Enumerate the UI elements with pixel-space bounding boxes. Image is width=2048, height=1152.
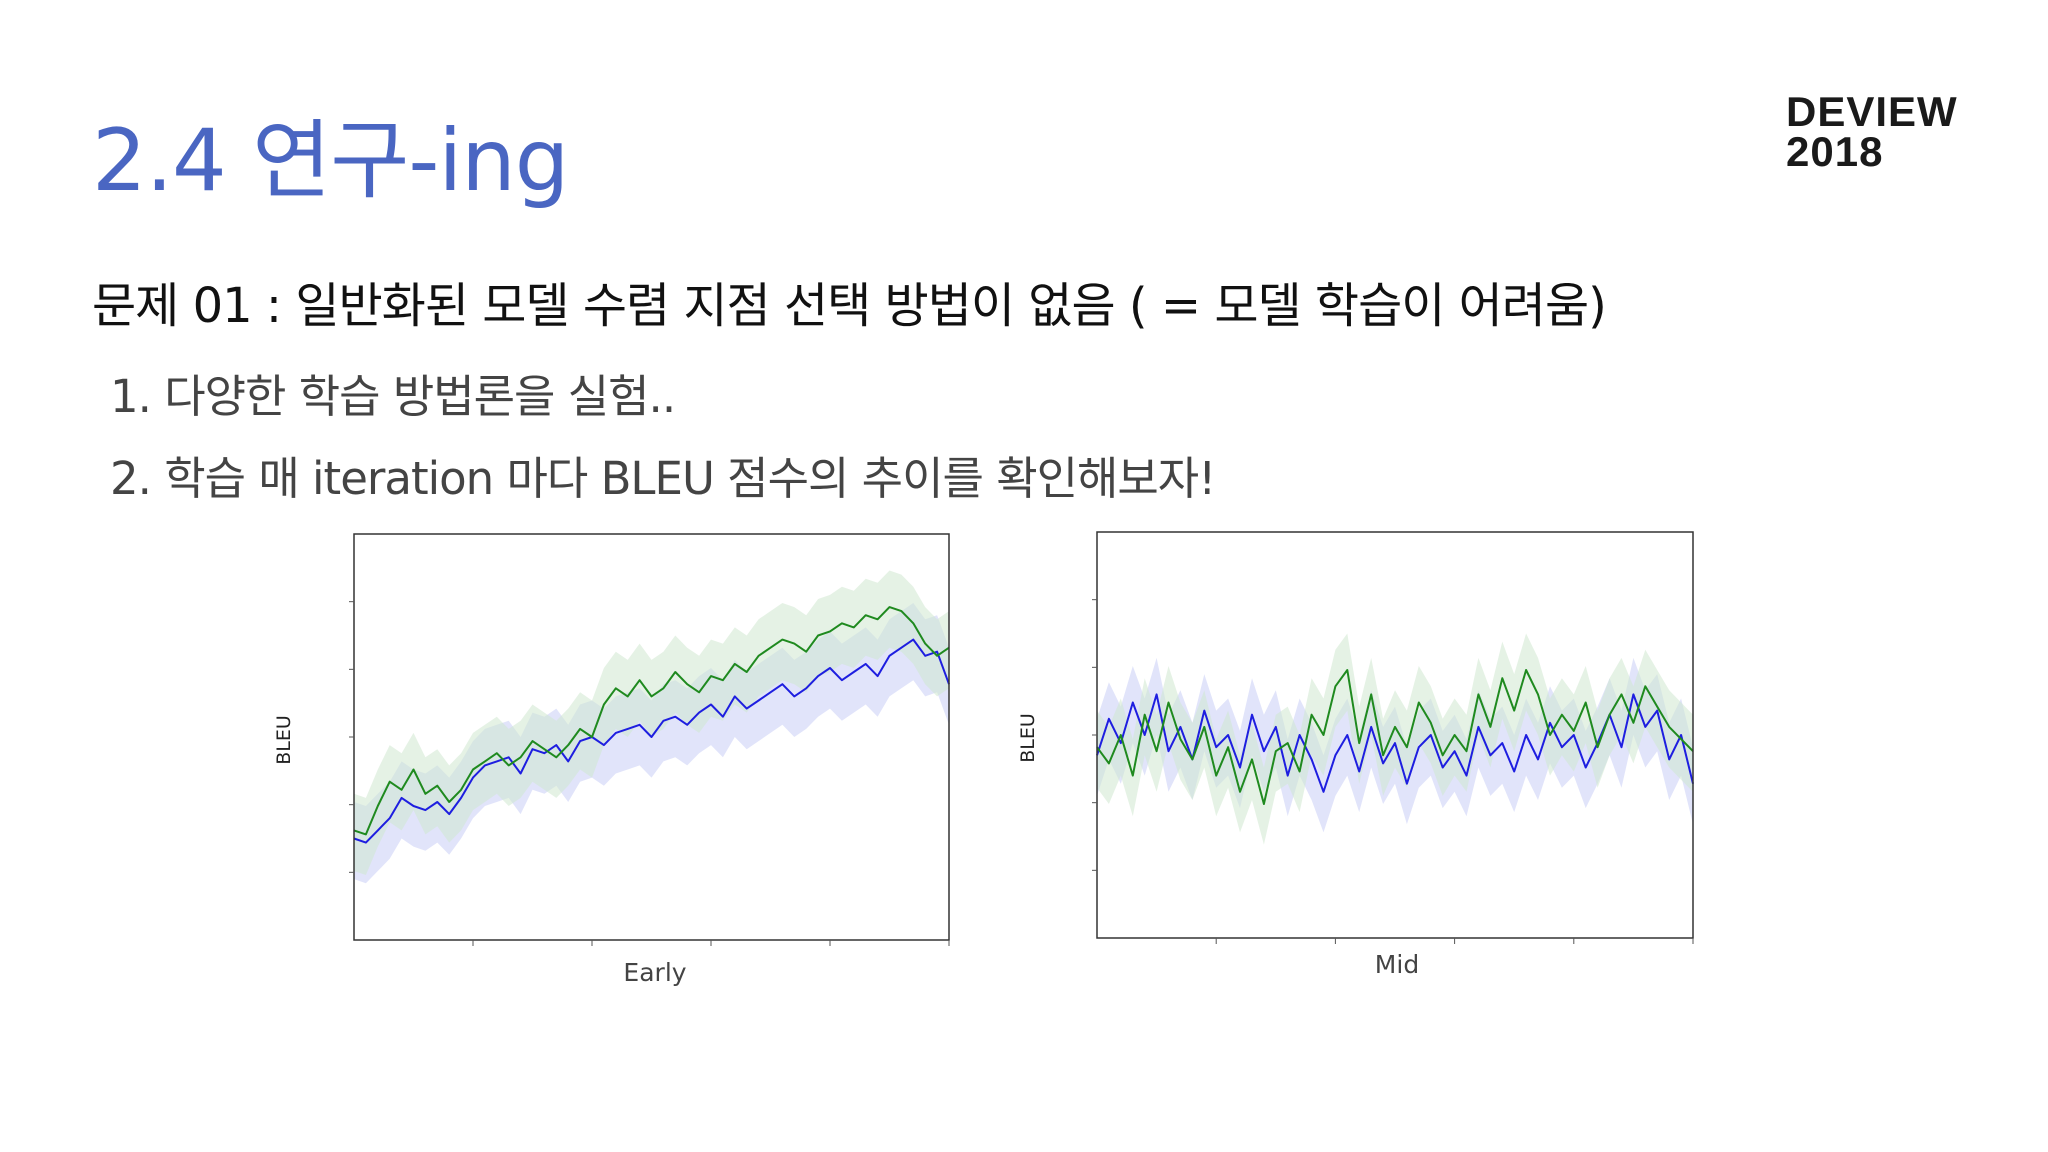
chart-early-series [353, 606, 950, 844]
chart-mid-line-blue [1096, 693, 1694, 793]
chart-early-xlabel: Early [623, 958, 686, 987]
chart-mid-series [1096, 669, 1694, 805]
chart-early-bands [354, 570, 949, 884]
logo-year: 2018 [1786, 128, 1884, 175]
chart-mid: Mid BLEU [1017, 531, 1694, 979]
chart-early-band-green [354, 570, 949, 875]
chart-mid-ticks [1092, 599, 1694, 944]
chart-early-ylabel: BLEU [273, 715, 295, 765]
problem-statement: 문제 01 : 일반화된 모델 수렴 지점 선택 방법이 없음 ( = 모델 학… [92, 278, 1607, 334]
step-2: 2. 학습 매 iteration 마다 BLEU 점수의 추이를 확인해보자! [110, 452, 1216, 505]
chart-mid-ylabel: BLEU [1017, 713, 1039, 763]
deview-logo: DEVIEW 2018 [1786, 88, 1958, 175]
step-1: 1. 다양한 학습 방법론을 실험.. [110, 370, 676, 423]
chart-early-line-green [353, 606, 950, 836]
logo-word: DEVIEW [1786, 88, 1958, 135]
chart-mid-line-green [1096, 669, 1694, 805]
chart-early-ticks [349, 601, 950, 946]
chart-mid-xlabel: Mid [1375, 950, 1419, 979]
chart-early: Early BLEU [273, 533, 950, 987]
chart-mid-band-green [1097, 633, 1693, 845]
chart-mid-bands [1097, 633, 1693, 845]
chart-early-line-blue [353, 638, 950, 844]
slide-title: 2.4 연구-ing [92, 111, 569, 211]
